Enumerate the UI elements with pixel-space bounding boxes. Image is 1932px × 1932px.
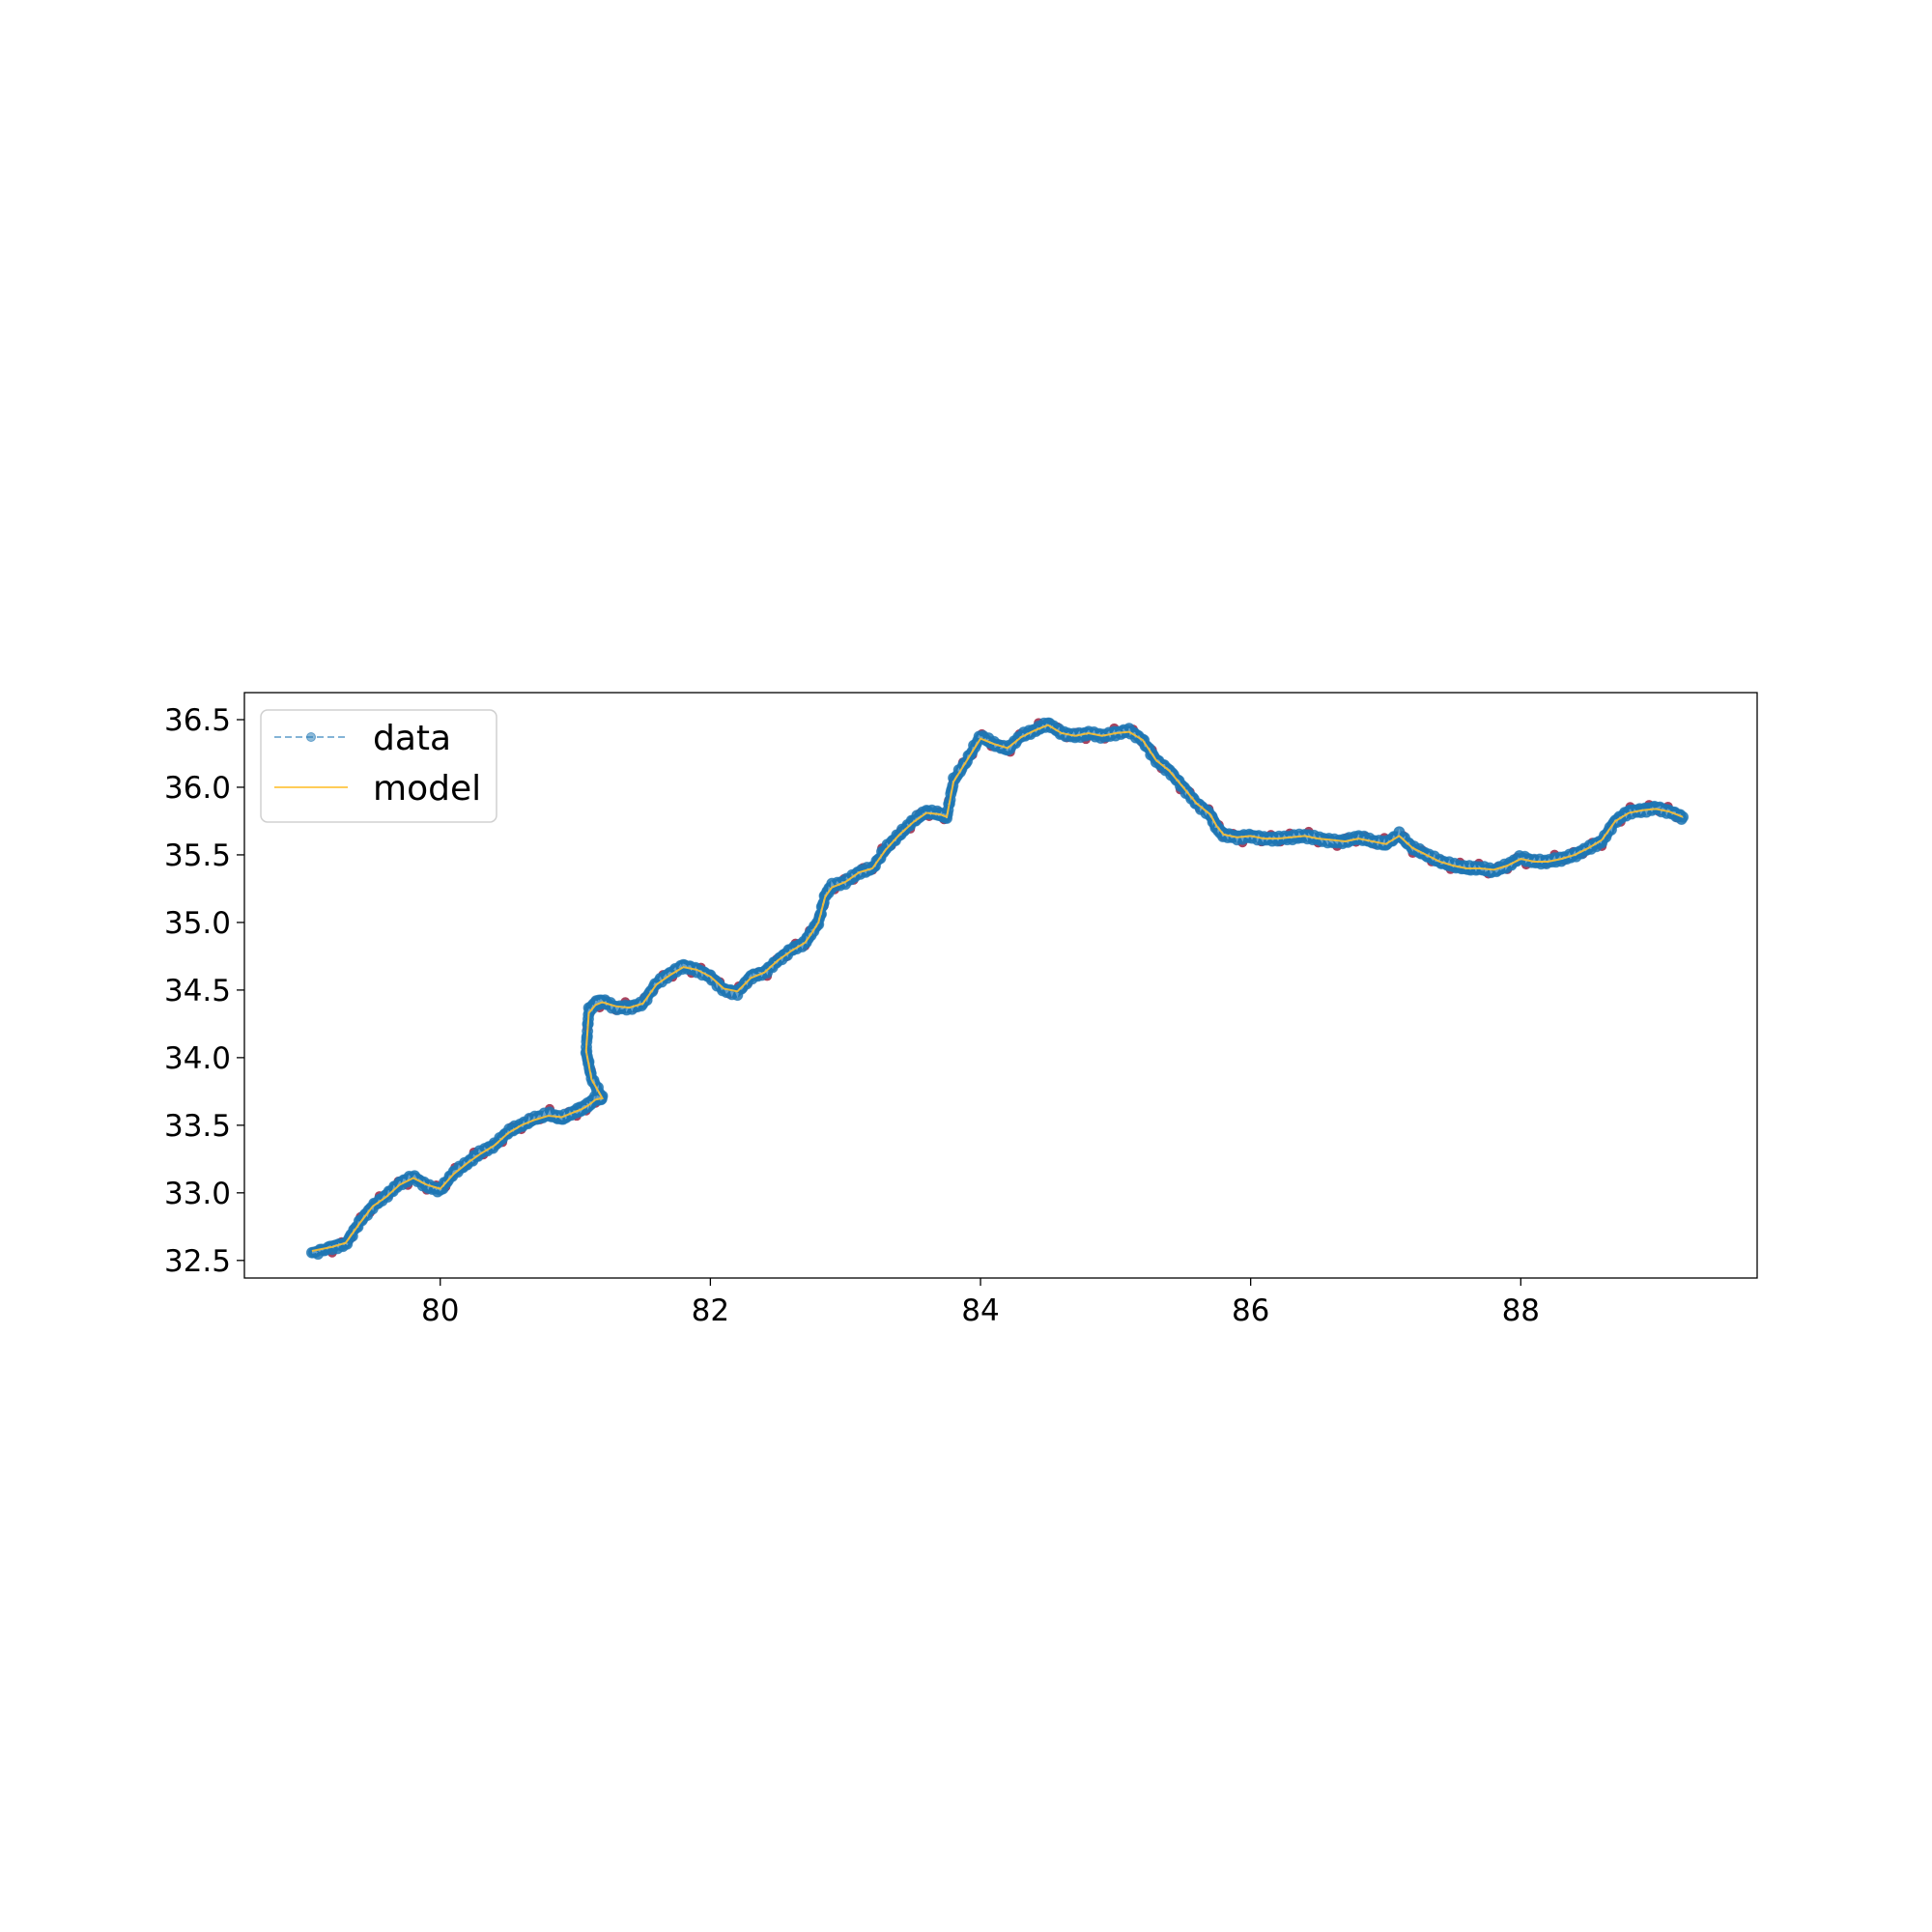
legend-data-marker <box>306 732 316 742</box>
plot-area <box>305 717 1690 1261</box>
model-line <box>311 724 1684 1252</box>
x-tick-label: 84 <box>961 1293 999 1328</box>
model-series <box>311 724 1684 1252</box>
y-tick-label: 35.5 <box>164 838 231 873</box>
y-tick-label: 33.0 <box>164 1177 231 1211</box>
legend-label-model: model <box>373 769 481 809</box>
x-tick-label: 88 <box>1502 1293 1540 1328</box>
legend-label-data: data <box>373 719 451 758</box>
axes-frame <box>243 692 1758 1279</box>
y-tick-label: 33.5 <box>164 1109 231 1144</box>
y-tick-label: 36.5 <box>164 703 231 738</box>
x-tick-label: 86 <box>1232 1293 1269 1328</box>
x-tick-label: 82 <box>692 1293 729 1328</box>
x-axis: 80 82 84 86 88 <box>421 1278 1540 1328</box>
y-tick-label: 34.5 <box>164 974 231 1009</box>
y-tick-label: 36.0 <box>164 771 231 806</box>
x-tick-label: 80 <box>421 1293 459 1328</box>
y-tick-label: 34.0 <box>164 1041 231 1076</box>
y-axis: 32.5 33.0 33.5 34.0 34.5 35.0 35.5 36.0 36.5 <box>164 703 244 1279</box>
y-tick-label: 35.0 <box>164 906 231 941</box>
y-tick-label: 32.5 <box>164 1244 231 1279</box>
legend: data model <box>260 709 497 823</box>
